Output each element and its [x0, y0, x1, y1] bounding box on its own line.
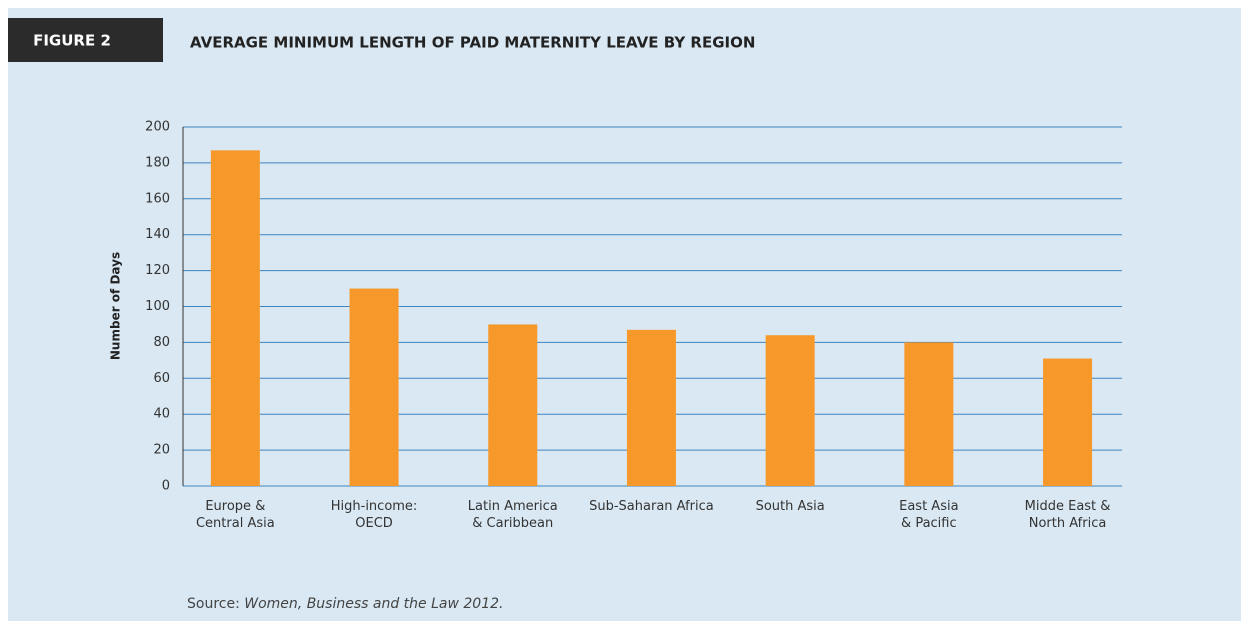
- y-tick-label: 60: [153, 371, 170, 386]
- y-tick-label: 40: [153, 407, 170, 422]
- y-tick-label: 20: [153, 443, 170, 458]
- x-tick-label: East Asia & Pacific: [899, 499, 958, 531]
- bar: [210, 150, 260, 486]
- y-tick-label: 140: [145, 227, 170, 242]
- x-tick-label-line: High-income:: [331, 499, 418, 514]
- x-tick-label: Europe & Central Asia: [196, 499, 275, 531]
- bar: [488, 324, 538, 486]
- x-tick-label: Latin America & Caribbean: [468, 499, 558, 531]
- chart-title: AVERAGE MINIMUM LENGTH OF PAID MATERNITY…: [190, 34, 755, 52]
- x-tick-label-line: OECD: [355, 516, 393, 531]
- bar: [349, 288, 399, 486]
- y-axis-label: Number of Days: [109, 252, 123, 360]
- x-tick-label: Midde East & North Africa: [1025, 499, 1111, 531]
- x-tick-label: High-income: OECD: [331, 499, 418, 531]
- figure-label: FIGURE 2: [33, 32, 111, 50]
- x-tick-label-line: South Asia: [756, 499, 825, 514]
- bar: [1043, 358, 1093, 486]
- x-tick-label-line: Midde East &: [1025, 499, 1111, 514]
- y-tick-label: 160: [145, 191, 170, 206]
- bar: [904, 342, 954, 486]
- source-title: Women, Business and the Law 2012.: [244, 596, 503, 612]
- x-tick-label-line: North Africa: [1029, 516, 1107, 531]
- y-tick-label: 200: [145, 120, 170, 135]
- x-tick-label: Sub-Saharan Africa: [589, 499, 714, 514]
- x-tick-label: South Asia: [756, 499, 825, 514]
- x-tick-label-line: Latin America: [468, 499, 558, 514]
- source-label: Source:: [187, 596, 240, 612]
- y-tick-label: 80: [153, 335, 170, 350]
- x-tick-label-line: & Caribbean: [472, 516, 553, 531]
- source: Source: Women, Business and the Law 2012…: [187, 596, 503, 612]
- y-tick-label: 0: [162, 479, 170, 494]
- bar: [626, 329, 676, 486]
- bar: [765, 335, 815, 486]
- y-tick-label: 180: [145, 155, 170, 170]
- y-tick-label: 100: [145, 299, 170, 314]
- x-tick-label-line: Central Asia: [196, 516, 275, 531]
- y-tick-label: 120: [145, 263, 170, 278]
- x-tick-label-line: Europe &: [205, 499, 265, 514]
- x-tick-label-line: & Pacific: [901, 516, 957, 531]
- x-tick-label-line: Sub-Saharan Africa: [589, 499, 714, 514]
- x-tick-label-line: East Asia: [899, 499, 958, 514]
- figure-label-box: [8, 18, 163, 62]
